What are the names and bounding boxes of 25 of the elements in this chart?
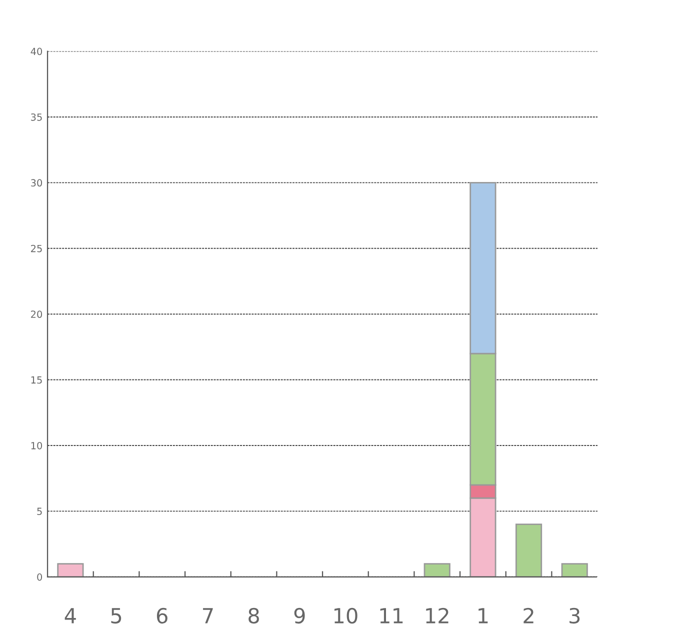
x-tick-label: 4 — [64, 608, 76, 624]
y-tick-label: 10 — [31, 442, 42, 450]
y-tick-label: 40 — [30, 48, 42, 56]
x-tick-label: 10 — [334, 608, 358, 624]
x-tick-label: 12 — [426, 608, 448, 624]
x-tick-label: 2 — [524, 608, 534, 624]
y-tick-label: 0 — [37, 573, 42, 581]
bar — [424, 563, 450, 577]
y-tick-label: 30 — [31, 179, 42, 187]
bar — [515, 524, 542, 577]
y-tick-label: 35 — [31, 113, 42, 121]
x-tick-label: 6 — [156, 608, 168, 624]
y-tick-label: 20 — [31, 310, 42, 318]
x-tick-label: 3 — [570, 608, 580, 624]
x-tick-label: 1 — [478, 608, 488, 624]
x-tick-label: 5 — [111, 608, 122, 624]
bar — [57, 563, 84, 577]
y-tick-label: 5 — [37, 508, 42, 516]
bar — [561, 563, 588, 577]
y-tick-label: 15 — [31, 376, 42, 384]
x-tick-label: 11 — [380, 608, 403, 624]
x-tick-label: 7 — [203, 608, 213, 624]
y-tick-label: 25 — [31, 244, 42, 252]
x-tick-label: 8 — [248, 608, 259, 624]
x-tick-label: 9 — [294, 608, 305, 624]
